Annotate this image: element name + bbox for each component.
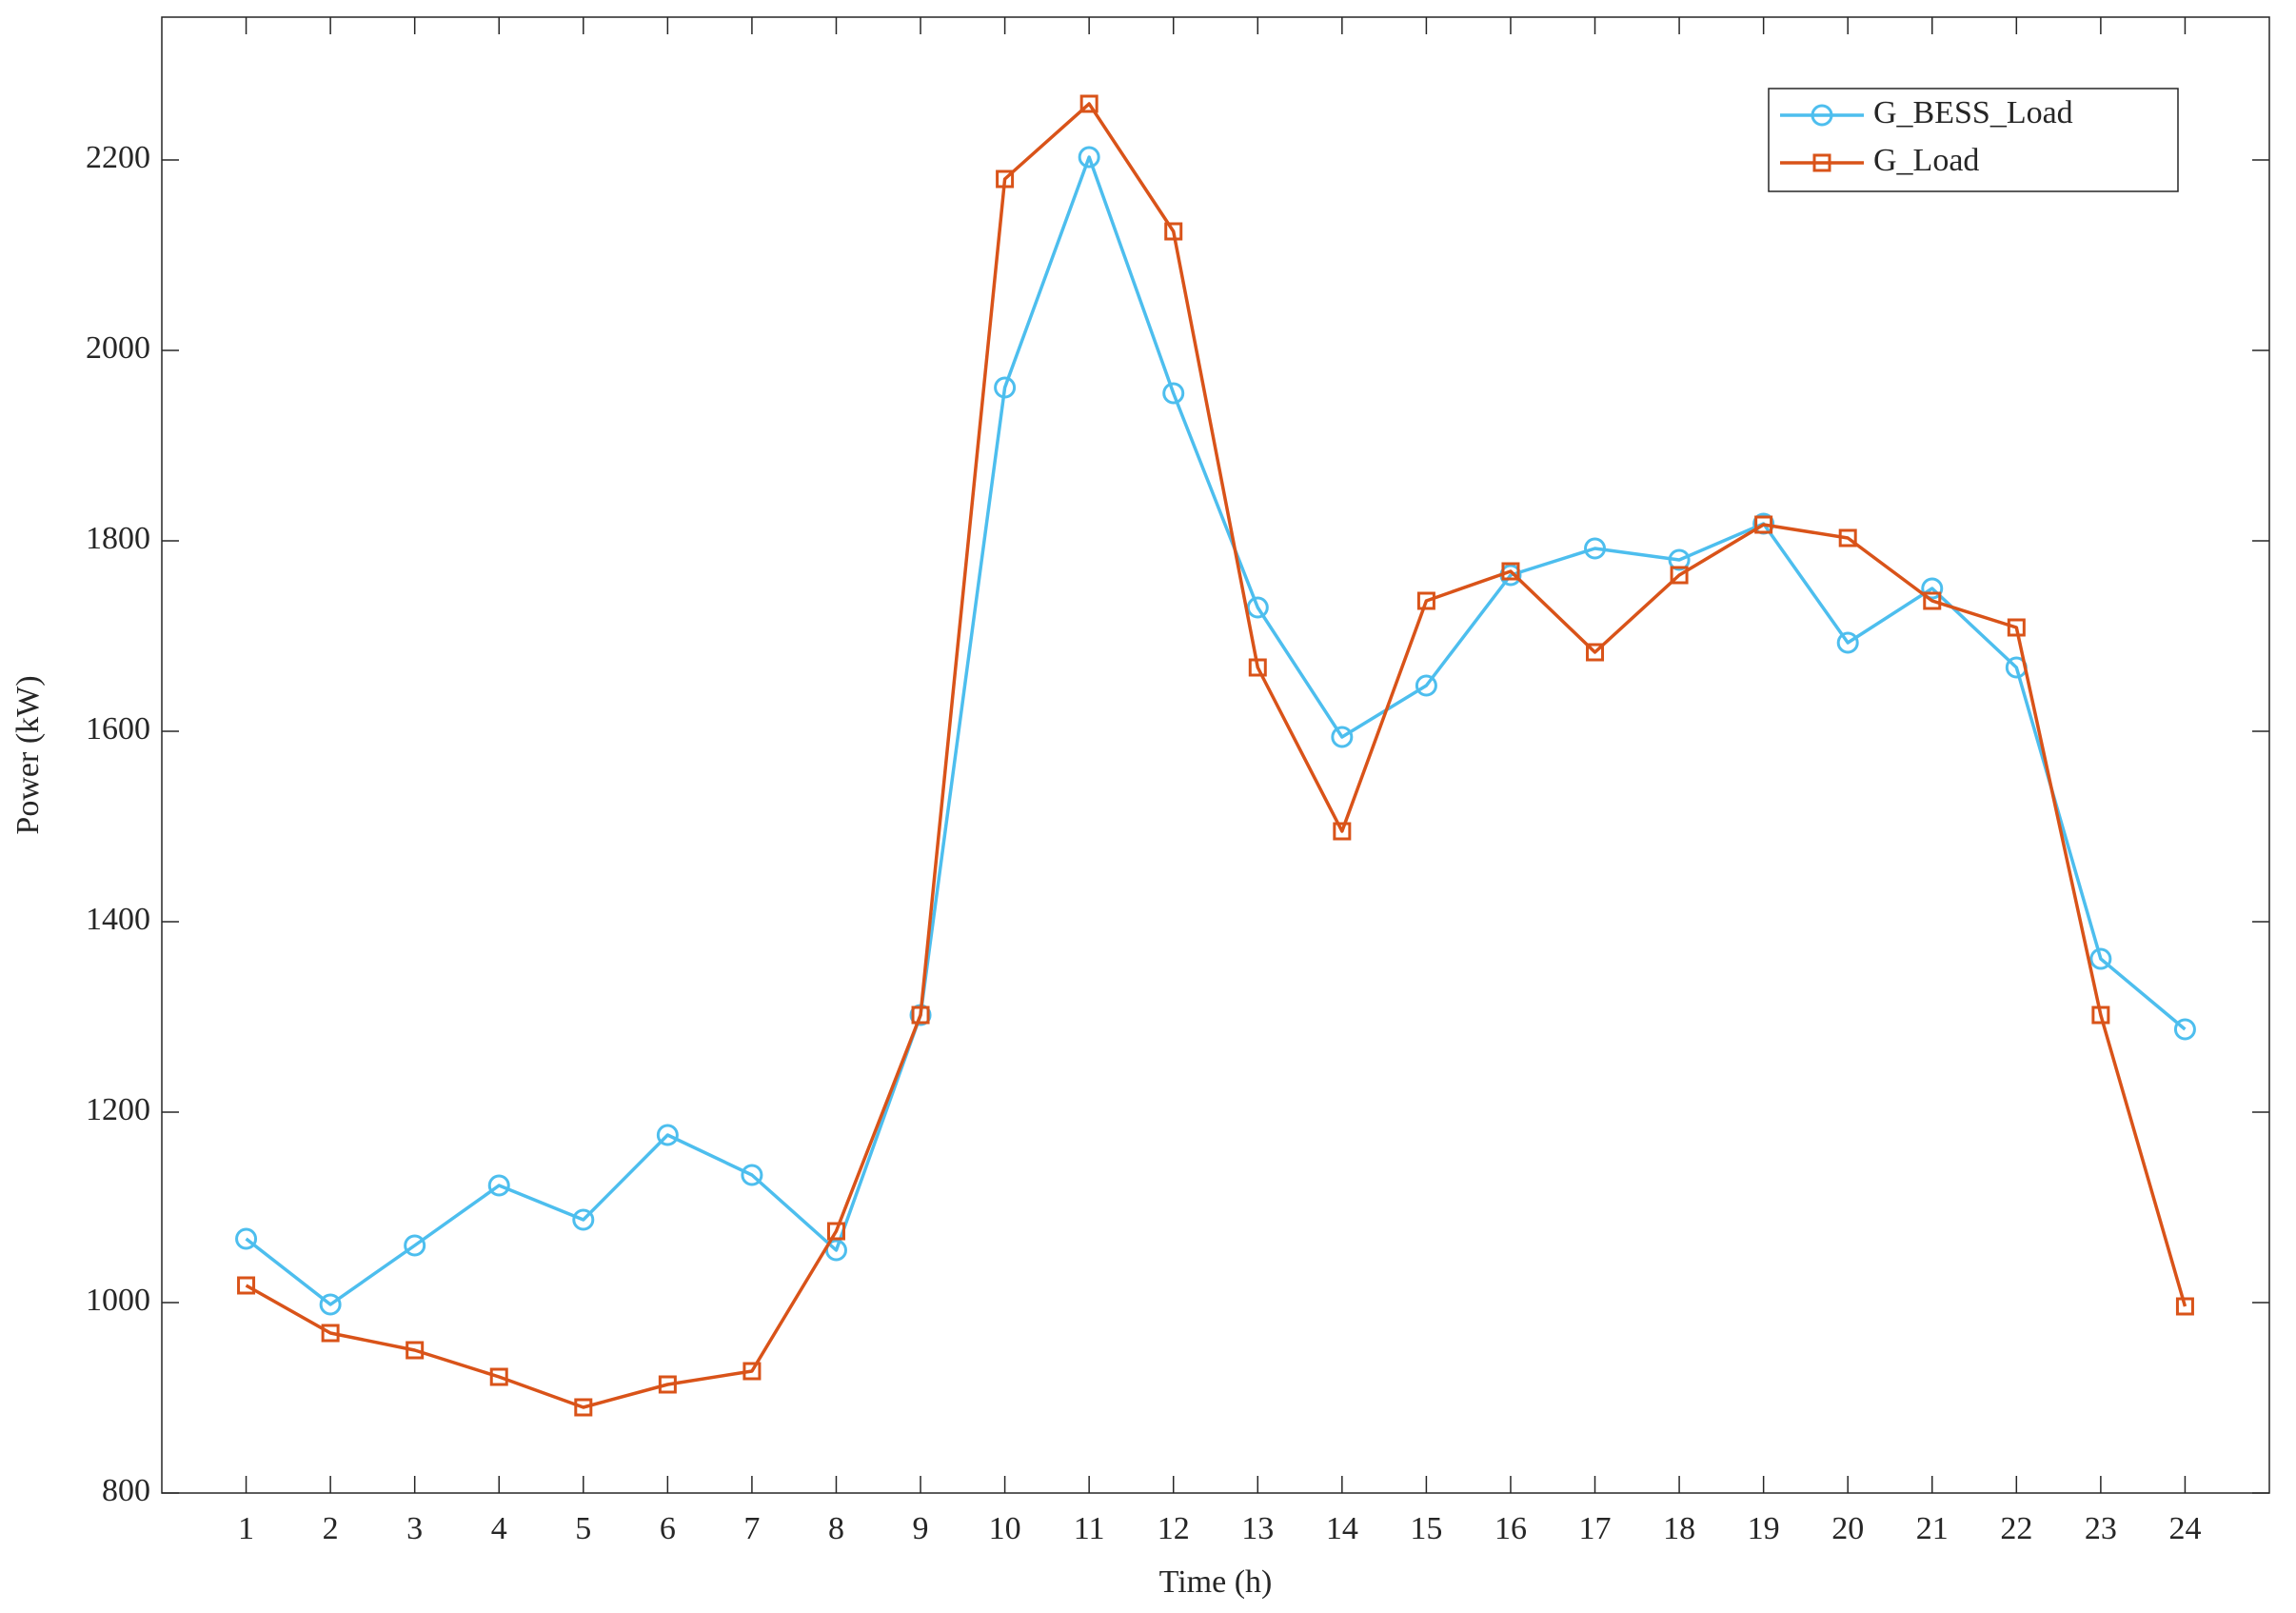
y-axis-label: Power (kW) <box>10 675 46 834</box>
marker <box>574 1398 593 1417</box>
marker <box>911 1006 930 1025</box>
marker <box>1248 658 1267 677</box>
marker <box>1668 548 1691 571</box>
x-tick-label: 12 <box>1158 1511 1190 1546</box>
x-tick-label: 16 <box>1494 1511 1527 1546</box>
marker <box>1586 643 1605 662</box>
legend-label: G_Load <box>1873 143 1979 178</box>
x-tick-label: 4 <box>491 1511 507 1546</box>
series-line <box>245 102 2187 1409</box>
marker <box>1670 566 1689 585</box>
x-axis-label: Time (h) <box>1159 1564 1273 1600</box>
x-tick-label: 14 <box>1326 1511 1358 1546</box>
marker <box>1416 591 1435 610</box>
marker <box>321 1324 340 1343</box>
x-tick-label: 23 <box>2085 1511 2117 1546</box>
marker <box>1838 528 1857 548</box>
marker <box>235 1227 258 1250</box>
x-tick-label: 21 <box>1916 1511 1949 1546</box>
marker <box>1754 515 1773 534</box>
x-tick-label: 6 <box>660 1511 676 1546</box>
legend-label: G_BESS_Load <box>1873 95 2073 130</box>
marker <box>658 1375 677 1394</box>
marker <box>1162 382 1185 405</box>
marker <box>1836 631 1859 654</box>
marker <box>2007 618 2026 637</box>
marker <box>572 1208 595 1231</box>
marker <box>1921 577 1944 600</box>
x-tick-label: 18 <box>1663 1511 1695 1546</box>
x-tick-label: 15 <box>1410 1511 1442 1546</box>
y-tick-label: 1600 <box>86 711 150 747</box>
marker <box>2089 947 2112 970</box>
marker <box>1415 674 1437 697</box>
x-tick-label: 10 <box>989 1511 1021 1546</box>
marker <box>994 376 1017 399</box>
marker <box>404 1234 426 1257</box>
marker <box>1164 222 1183 241</box>
marker <box>1331 726 1354 748</box>
x-tick-label: 5 <box>575 1511 591 1546</box>
x-tick-label: 9 <box>913 1511 929 1546</box>
series-line <box>245 155 2187 1306</box>
legend-marker <box>1811 104 1833 127</box>
x-tick-label: 8 <box>828 1511 844 1546</box>
plot-area <box>161 16 2270 1494</box>
legend-marker <box>1812 153 1831 172</box>
marker <box>1923 591 1942 610</box>
marker <box>487 1174 510 1197</box>
marker <box>1584 537 1607 560</box>
marker <box>237 1276 256 1295</box>
marker <box>2091 1006 2110 1025</box>
marker <box>826 1222 845 1241</box>
marker <box>406 1341 425 1360</box>
marker <box>1078 146 1100 169</box>
x-tick-label: 1 <box>238 1511 254 1546</box>
y-tick-label: 2200 <box>86 140 150 175</box>
x-tick-label: 20 <box>1831 1511 1864 1546</box>
marker <box>742 1362 762 1381</box>
marker <box>996 169 1015 189</box>
marker <box>2175 1297 2194 1316</box>
y-tick-label: 1200 <box>86 1092 150 1127</box>
marker <box>656 1124 679 1146</box>
marker <box>1079 94 1099 113</box>
marker <box>741 1164 763 1186</box>
y-tick-label: 1000 <box>86 1283 150 1318</box>
marker <box>1333 822 1352 841</box>
x-tick-label: 2 <box>323 1511 339 1546</box>
x-tick-label: 13 <box>1241 1511 1274 1546</box>
x-tick-label: 17 <box>1579 1511 1612 1546</box>
marker <box>1246 596 1269 619</box>
marker <box>2173 1018 2196 1041</box>
y-tick-label: 1400 <box>86 902 150 937</box>
x-tick-label: 22 <box>2000 1511 2032 1546</box>
marker <box>489 1367 508 1386</box>
legend-box <box>1768 88 2179 192</box>
y-tick-label: 1800 <box>86 521 150 556</box>
x-tick-label: 7 <box>743 1511 760 1546</box>
marker <box>319 1293 342 1316</box>
marker <box>1501 562 1520 581</box>
y-tick-label: 800 <box>102 1473 150 1508</box>
x-tick-label: 3 <box>406 1511 423 1546</box>
x-tick-label: 11 <box>1074 1511 1105 1546</box>
x-tick-label: 19 <box>1748 1511 1780 1546</box>
x-tick-label: 24 <box>2168 1511 2201 1546</box>
marker <box>824 1239 847 1262</box>
y-tick-label: 2000 <box>86 330 150 366</box>
